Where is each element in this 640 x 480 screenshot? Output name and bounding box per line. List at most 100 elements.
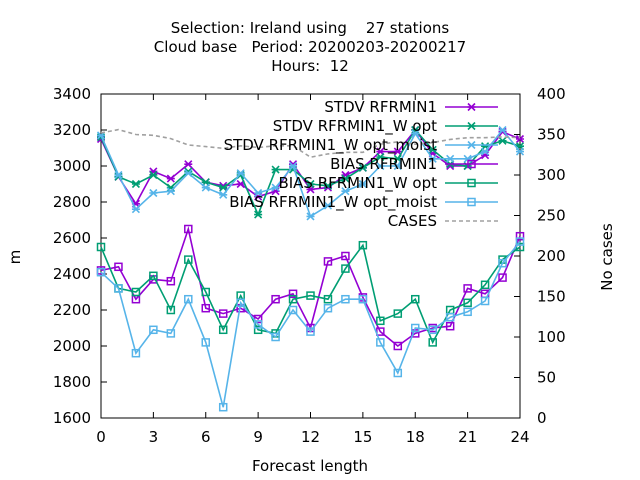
data-point bbox=[271, 332, 280, 342]
data-point bbox=[166, 276, 176, 286]
data-point bbox=[411, 323, 420, 333]
data-point bbox=[480, 296, 490, 306]
x-tick-label: 15 bbox=[353, 428, 372, 446]
data-point bbox=[498, 273, 507, 282]
data-point bbox=[149, 188, 158, 198]
data-point bbox=[184, 224, 193, 234]
x-tick-label: 3 bbox=[149, 428, 159, 446]
y-tick-label: 2200 bbox=[53, 301, 91, 319]
data-point bbox=[131, 179, 140, 189]
legend-swatch-marker bbox=[467, 178, 476, 188]
y-tick-label: 2800 bbox=[53, 193, 91, 211]
legend-swatch-marker bbox=[467, 159, 476, 169]
y2-tick-label: 350 bbox=[537, 126, 566, 144]
data-point bbox=[114, 262, 123, 272]
data-point bbox=[393, 161, 402, 171]
y2-tick-label: 50 bbox=[537, 369, 556, 387]
data-point bbox=[201, 338, 210, 347]
y2-tick-label: 100 bbox=[537, 328, 566, 346]
data-point bbox=[201, 183, 210, 192]
data-point bbox=[131, 348, 141, 358]
data-point bbox=[498, 125, 507, 135]
data-point bbox=[498, 258, 507, 268]
y-axis-label: m bbox=[6, 250, 24, 265]
data-point bbox=[481, 147, 490, 156]
y-tick-label: 1600 bbox=[53, 409, 91, 427]
data-point bbox=[218, 309, 228, 318]
data-point bbox=[219, 190, 228, 199]
data-point bbox=[306, 212, 315, 221]
data-point bbox=[376, 161, 385, 171]
data-point bbox=[515, 147, 525, 156]
legend-entry: BIAS RFRMIN1 bbox=[330, 155, 498, 173]
legend-entry: BIAS RFRMIN1_W opt_moist bbox=[229, 193, 498, 212]
legend-label: BIAS RFRMIN1_W opt_moist bbox=[229, 193, 437, 212]
data-point bbox=[288, 305, 298, 315]
chart-title-line-2: Cloud base Period: 20200203-20200217 bbox=[154, 38, 466, 56]
data-point bbox=[96, 267, 106, 277]
data-point bbox=[218, 402, 228, 412]
data-point bbox=[271, 183, 280, 192]
data-point bbox=[445, 312, 455, 322]
data-point bbox=[428, 325, 437, 335]
data-point bbox=[428, 145, 437, 154]
y2-tick-label: 400 bbox=[537, 85, 566, 103]
data-point bbox=[411, 129, 420, 138]
legend-entry: STDV RFRMIN1_W opt_moist bbox=[224, 136, 498, 155]
data-point bbox=[515, 237, 525, 246]
x-tick-label: 18 bbox=[406, 428, 425, 446]
chart-title-line-1: Selection: Ireland using 27 stations bbox=[171, 19, 450, 37]
data-point bbox=[288, 289, 298, 299]
data-point bbox=[376, 327, 385, 336]
data-point bbox=[254, 210, 263, 219]
legend-entry: CASES bbox=[388, 212, 498, 230]
data-point bbox=[184, 255, 193, 264]
data-point bbox=[393, 368, 403, 378]
x-tick-label: 24 bbox=[510, 428, 529, 446]
y2-tick-label: 300 bbox=[537, 166, 566, 184]
data-point bbox=[376, 152, 385, 162]
y-tick-label: 1800 bbox=[53, 373, 91, 391]
data-point bbox=[218, 325, 228, 335]
legend-label: CASES bbox=[388, 212, 437, 230]
data-point bbox=[306, 179, 315, 189]
data-point bbox=[166, 187, 175, 196]
data-point bbox=[306, 291, 315, 300]
data-point bbox=[498, 136, 507, 145]
data-point bbox=[253, 325, 263, 335]
data-point bbox=[323, 257, 333, 266]
data-point bbox=[411, 294, 420, 304]
data-point bbox=[254, 188, 263, 198]
data-point bbox=[201, 303, 210, 313]
data-point bbox=[376, 338, 385, 347]
data-point bbox=[515, 231, 525, 241]
legend-swatch-marker bbox=[467, 197, 476, 207]
y2-tick-label: 200 bbox=[537, 247, 566, 265]
data-point bbox=[114, 284, 123, 293]
data-point bbox=[341, 251, 350, 261]
legend-swatch-marker bbox=[467, 121, 476, 131]
legend-label: STDV RFRMIN1_W opt_moist bbox=[224, 136, 438, 155]
data-point bbox=[219, 183, 228, 192]
series-line bbox=[100, 128, 521, 159]
data-point bbox=[358, 240, 368, 250]
legend-label: STDV RFRMIN1 bbox=[324, 98, 437, 116]
legend-swatch-marker bbox=[467, 140, 476, 150]
data-point bbox=[166, 329, 176, 338]
data-point bbox=[358, 179, 367, 189]
data-point bbox=[323, 201, 333, 210]
data-point bbox=[236, 298, 245, 308]
data-point bbox=[376, 316, 385, 326]
data-point bbox=[341, 294, 350, 304]
y2-tick-label: 250 bbox=[537, 207, 566, 225]
data-point bbox=[96, 242, 106, 252]
data-point bbox=[306, 327, 315, 336]
data-point bbox=[323, 181, 333, 190]
data-point bbox=[131, 205, 140, 214]
x-tick-label: 21 bbox=[458, 428, 477, 446]
y2-axis-label: No cases bbox=[598, 223, 616, 291]
x-tick-label: 12 bbox=[301, 428, 320, 446]
data-point bbox=[288, 161, 298, 171]
